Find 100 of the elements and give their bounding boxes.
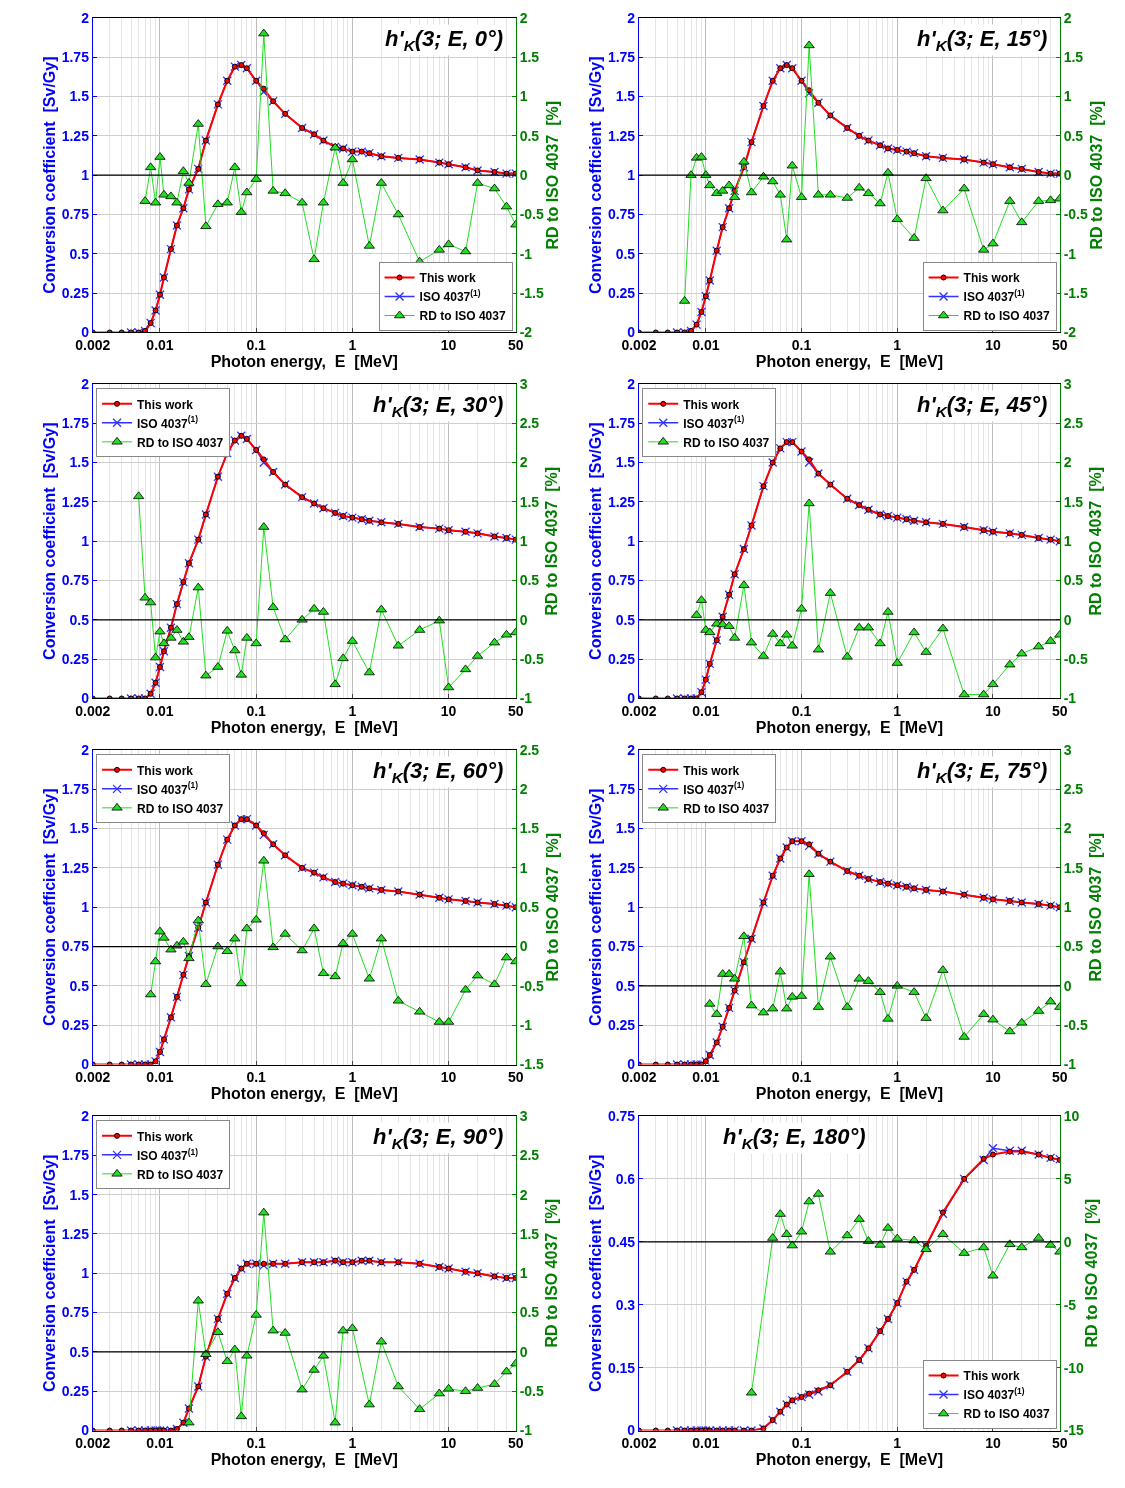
y-tick-label: 2: [81, 9, 90, 26]
y2-tick-label: -1.5: [1063, 285, 1088, 302]
y2-axis-title: RD to ISO 4037 [%]: [543, 832, 561, 982]
x-axis-title: Photon energy, E [MeV]: [755, 719, 944, 737]
legend-label: RD to ISO 4037: [963, 1407, 1050, 1422]
y-tick-label: 1.25: [607, 493, 636, 510]
y-tick-label: 0.25: [61, 1383, 90, 1400]
y2-tick-label: 3: [1063, 741, 1072, 758]
y-tick-label: 1.75: [61, 49, 90, 66]
y2-tick-label: 1.5: [519, 820, 540, 837]
text: h'$_{K}$(3; E, 15°): [917, 26, 1048, 54]
x-tick-label: 10: [985, 1069, 1001, 1086]
legend-label: ISO 4037$^{(1)}$: [963, 1386, 1025, 1403]
y-tick-label: 0.6: [615, 1170, 636, 1187]
y-tick-label: 0.75: [61, 1304, 90, 1321]
y-tick-label: 0.75: [61, 938, 90, 955]
x-tick-label: 1: [348, 337, 357, 354]
legend-label: This work: [963, 1369, 1020, 1384]
y2-tick-label: 0.5: [519, 572, 540, 589]
x-tick-label: 0.1: [246, 703, 267, 720]
x-tick-label: 0.1: [246, 337, 267, 354]
text: h'$_{K}$(3; E, 0°): [385, 26, 504, 54]
y2-tick-label: 1.5: [519, 49, 540, 66]
y-tick-label: 1.5: [615, 454, 636, 471]
x-tick-label: 0.1: [246, 1435, 267, 1452]
y-tick-label: 1: [81, 533, 90, 550]
y2-axis-title: RD to ISO 4037 [%]: [543, 100, 561, 250]
y-tick-label: 2: [81, 375, 90, 392]
y-tick-label: 0.75: [607, 938, 636, 955]
x-tick-label: 0.1: [791, 1435, 812, 1452]
y-tick-label: 0.75: [61, 572, 90, 589]
y-tick-label: 1.25: [61, 1225, 90, 1242]
y-tick-label: 0.5: [69, 245, 90, 262]
legend-label: RD to ISO 4037: [683, 435, 770, 450]
y-tick-label: 1: [627, 899, 636, 916]
y2-tick-label: 0: [1063, 611, 1072, 628]
legend-label: This work: [683, 763, 740, 778]
x-tick-label: 10: [440, 1069, 457, 1086]
y-tick-label: 0.25: [607, 1017, 636, 1034]
y2-tick-label: 0: [519, 1343, 528, 1360]
y2-tick-label: 2: [519, 454, 528, 471]
y-tick-label: 1: [627, 167, 636, 184]
y-tick-label: 0.5: [615, 977, 636, 994]
y2-tick-label: 1.5: [519, 1225, 540, 1242]
y2-axis-title: RD to ISO 4037 [%]: [542, 466, 560, 616]
y-tick-label: 1.75: [61, 781, 90, 798]
y-tick-label: 1.5: [69, 88, 90, 105]
legend-label: RD to ISO 4037: [963, 309, 1050, 324]
y2-tick-label: -0.5: [1063, 651, 1088, 668]
x-tick-label: 10: [440, 337, 457, 354]
x-tick-label: 10: [440, 1435, 457, 1452]
y2-tick-label: 0.5: [1063, 572, 1084, 589]
legend-label: ISO 4037$^{(1)}$: [683, 414, 745, 431]
y-axis-title: Conversion coefficient [Sv/Gy]: [40, 1154, 58, 1392]
x-tick-label: 1: [893, 703, 902, 720]
x-tick-label: 10: [440, 703, 457, 720]
x-tick-label: 0.1: [246, 1069, 267, 1086]
y-tick-label: 0.25: [607, 285, 636, 302]
x-tick-label: 10: [985, 1435, 1001, 1452]
y2-tick-label: 2: [519, 1186, 528, 1203]
y2-tick-label: 0.5: [1063, 938, 1084, 955]
y2-tick-label: 5: [1063, 1170, 1072, 1187]
legend-label: ISO 4037$^{(1)}$: [137, 414, 199, 431]
y2-tick-label: -10: [1063, 1359, 1085, 1376]
y-tick-label: 1.75: [607, 415, 636, 432]
x-axis-title: Photon energy, E [MeV]: [210, 1451, 398, 1469]
y-tick-label: 0.25: [607, 651, 636, 668]
legend-label: ISO 4037$^{(1)}$: [963, 288, 1025, 305]
x-tick-label: 0.1: [791, 337, 812, 354]
y2-tick-label: 0.5: [519, 127, 540, 144]
y-tick-label: 1: [81, 1265, 90, 1282]
y2-tick-label: 3: [519, 1107, 528, 1124]
y-axis-title: Conversion coefficient [Sv/Gy]: [40, 788, 58, 1026]
y2-tick-label: -0.5: [519, 206, 544, 223]
y2-axis-title: RD to ISO 4037 [%]: [1082, 1199, 1100, 1348]
y-tick-label: 0.75: [61, 206, 90, 223]
y-tick-label: 0.5: [69, 1343, 90, 1360]
y2-tick-label: 1: [519, 859, 528, 876]
y2-tick-label: 0: [1063, 977, 1072, 994]
y2-tick-label: -5: [1063, 1296, 1077, 1313]
y2-tick-label: 2: [1063, 820, 1072, 837]
y2-tick-label: 1: [519, 1265, 528, 1282]
y2-tick-label: 2.5: [1063, 781, 1084, 798]
y2-tick-label: 1: [519, 88, 528, 105]
y2-tick-label: -1.5: [519, 285, 544, 302]
y2-axis-title: RD to ISO 4037 [%]: [1087, 100, 1105, 250]
legend-label: This work: [963, 271, 1020, 286]
y-tick-label: 0.75: [607, 1107, 636, 1124]
legend-label: RD to ISO 4037: [137, 435, 224, 450]
y-tick-label: 0.15: [607, 1359, 636, 1376]
y2-tick-label: 0: [519, 167, 528, 184]
y2-tick-label: 0.5: [519, 1304, 540, 1321]
legend-label: RD to ISO 4037: [137, 1167, 224, 1182]
y-tick-label: 2: [81, 741, 90, 758]
text: h'$_{K}$(3; E, 180°): [723, 1124, 866, 1152]
x-tick-label: 0.01: [692, 703, 720, 720]
y-tick-label: 2: [627, 741, 636, 758]
y2-tick-label: -0.5: [1063, 1017, 1088, 1034]
y-tick-label: 1.25: [61, 127, 90, 144]
y-tick-label: 1: [627, 533, 636, 550]
